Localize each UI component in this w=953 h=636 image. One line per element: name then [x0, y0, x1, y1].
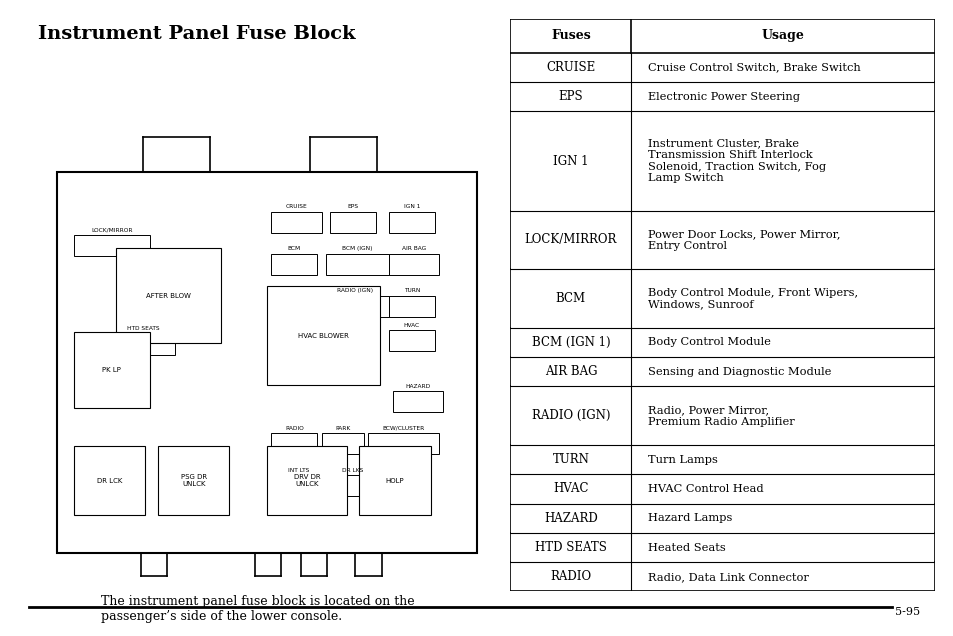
Bar [368, 433, 438, 454]
Text: HVAC BLOWER: HVAC BLOWER [298, 333, 349, 339]
Text: HAZARD: HAZARD [543, 512, 598, 525]
Text: Electronic Power Steering: Electronic Power Steering [648, 92, 800, 102]
Text: Body Control Module, Front Wipers,
Windows, Sunroof: Body Control Module, Front Wipers, Windo… [648, 287, 858, 309]
Text: Hazard Lamps: Hazard Lamps [648, 513, 732, 523]
Bar [271, 212, 321, 233]
Bar [326, 254, 389, 275]
Text: BCM: BCM [288, 246, 300, 251]
Bar [389, 296, 435, 317]
Text: Instrument Cluster, Brake
Transmission Shift Interlock
Solenoid, Traction Switch: Instrument Cluster, Brake Transmission S… [648, 139, 825, 183]
Text: HVAC: HVAC [553, 483, 588, 495]
Text: IGN 1: IGN 1 [403, 204, 419, 209]
Text: Power Door Locks, Power Mirror,
Entry Control: Power Door Locks, Power Mirror, Entry Co… [648, 229, 840, 251]
Bar [275, 475, 321, 496]
Text: EPS: EPS [558, 90, 582, 103]
Text: HTD SEATS: HTD SEATS [127, 326, 159, 331]
Text: CRUISE: CRUISE [285, 204, 307, 209]
Bar [74, 235, 150, 256]
Text: HVAC Control Head: HVAC Control Head [648, 484, 763, 494]
Bar [267, 446, 347, 515]
Text: RADIO: RADIO [285, 425, 303, 431]
Text: Usage: Usage [760, 29, 803, 43]
Text: HTD SEATS: HTD SEATS [535, 541, 606, 554]
Text: HVAC: HVAC [403, 322, 419, 328]
Bar [321, 296, 389, 317]
Bar [158, 446, 229, 515]
Bar [74, 332, 150, 408]
Text: PK LP: PK LP [102, 367, 121, 373]
Text: AIR BAG: AIR BAG [401, 246, 426, 251]
Text: Heated Seats: Heated Seats [648, 543, 725, 553]
Bar [57, 172, 476, 553]
Text: DRV DR
UNLCK: DRV DR UNLCK [294, 474, 320, 487]
Bar [112, 334, 174, 355]
Bar [74, 446, 145, 515]
Text: HAZARD: HAZARD [405, 384, 431, 389]
Bar [330, 475, 375, 496]
Text: AIR BAG: AIR BAG [544, 365, 597, 378]
Text: Body Control Module: Body Control Module [648, 338, 770, 347]
Text: The instrument panel fuse block is located on the
passenger’s side of the lower : The instrument panel fuse block is locat… [101, 595, 414, 623]
Bar [389, 212, 435, 233]
Text: Radio, Data Link Connector: Radio, Data Link Connector [648, 572, 808, 582]
Text: BCM (IGN): BCM (IGN) [342, 246, 373, 251]
Text: BCW/CLUSTER: BCW/CLUSTER [382, 425, 424, 431]
Text: BCM (IGN 1): BCM (IGN 1) [531, 336, 610, 349]
Text: IGN 1: IGN 1 [553, 155, 588, 167]
Text: 5-95: 5-95 [895, 607, 920, 617]
Text: Radio, Power Mirror,
Premium Radio Amplifier: Radio, Power Mirror, Premium Radio Ampli… [648, 405, 794, 427]
Bar [330, 212, 375, 233]
Bar [359, 446, 431, 515]
Text: CRUISE: CRUISE [546, 61, 595, 74]
Text: LOCK/MIRROR: LOCK/MIRROR [524, 233, 617, 246]
Bar [389, 330, 435, 351]
Text: PARK: PARK [335, 425, 350, 431]
Text: Cruise Control Switch, Brake Switch: Cruise Control Switch, Brake Switch [648, 62, 861, 73]
Text: Turn Lamps: Turn Lamps [648, 455, 718, 465]
Text: TURN: TURN [552, 453, 589, 466]
Bar [389, 254, 438, 275]
Text: RADIO: RADIO [550, 570, 591, 583]
Text: INT LTS: INT LTS [288, 467, 309, 473]
Bar [271, 433, 317, 454]
Text: Instrument Panel Fuse Block: Instrument Panel Fuse Block [38, 25, 355, 43]
Bar [116, 248, 221, 343]
Text: DR LKS: DR LKS [342, 467, 363, 473]
Text: PSG DR
UNLCK: PSG DR UNLCK [180, 474, 207, 487]
Text: BCM: BCM [556, 292, 585, 305]
Text: Fuses: Fuses [551, 29, 590, 43]
Text: RADIO (IGN): RADIO (IGN) [336, 288, 373, 293]
Bar [393, 391, 443, 412]
Bar [321, 433, 363, 454]
Text: HOLP: HOLP [385, 478, 404, 484]
Text: RADIO (IGN): RADIO (IGN) [531, 409, 610, 422]
Text: Sensing and Diagnostic Module: Sensing and Diagnostic Module [648, 367, 831, 377]
Text: LOCK/MIRROR: LOCK/MIRROR [91, 227, 132, 232]
Text: AFTER BLOW: AFTER BLOW [146, 293, 191, 299]
Text: TURN: TURN [403, 288, 419, 293]
Bar [271, 254, 317, 275]
Text: EPS: EPS [347, 204, 358, 209]
Text: DR LCK: DR LCK [97, 478, 122, 484]
Bar [267, 286, 380, 385]
